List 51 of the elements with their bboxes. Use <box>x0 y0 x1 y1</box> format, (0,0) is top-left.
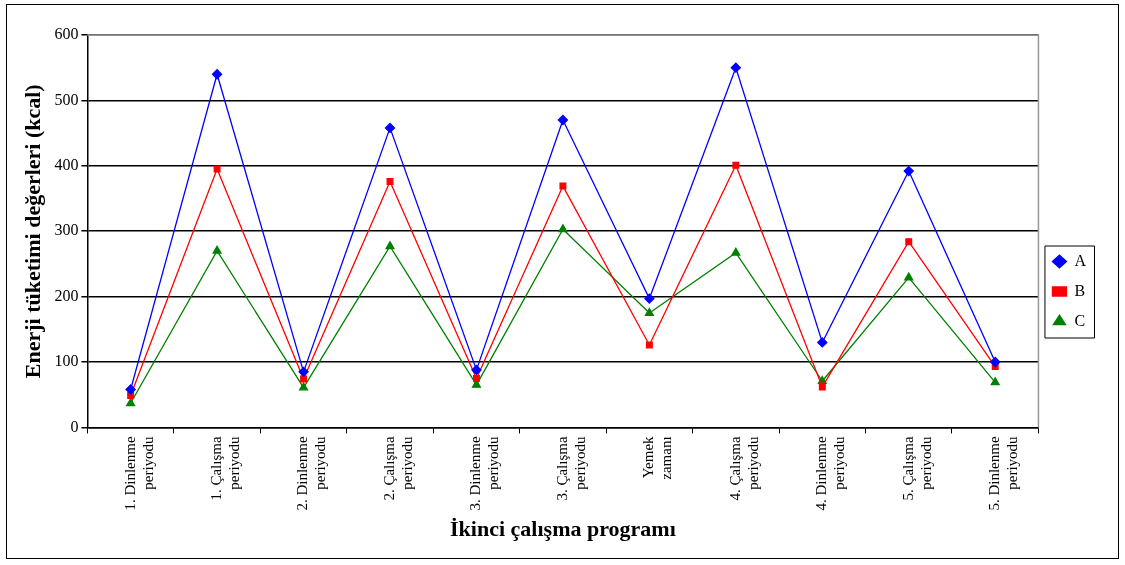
point <box>125 384 136 395</box>
y-tick-label: 500 <box>54 90 79 108</box>
point <box>299 382 309 391</box>
x-axis-title: İkinci çalışma programı <box>450 516 676 542</box>
point <box>211 69 223 80</box>
x-tick-label: 5. Çalışma periyodu <box>899 435 934 501</box>
point <box>213 165 221 173</box>
point <box>730 62 741 73</box>
point <box>732 161 740 169</box>
point <box>212 245 222 254</box>
x-tick-label: Yemek zamanı <box>640 435 675 480</box>
y-tick-label: 200 <box>54 286 79 304</box>
point <box>818 383 826 391</box>
point <box>126 398 136 407</box>
point <box>558 224 568 233</box>
point <box>903 165 914 177</box>
point <box>817 337 828 348</box>
point <box>645 341 653 349</box>
x-tick-label: 4. Dinlenme periyodu <box>813 435 848 511</box>
y-tick-label: 0 <box>70 417 79 435</box>
x-tick-label: 2. Dinlenme periyodu <box>294 435 329 511</box>
x-tick-label: 3. Çalışma periyodu <box>553 435 588 501</box>
point <box>559 182 567 190</box>
y-tick-label: 600 <box>54 25 79 43</box>
y-tick-label: 400 <box>54 156 79 174</box>
legend-label: C <box>1074 311 1086 329</box>
point <box>557 114 569 126</box>
point <box>471 364 482 376</box>
point <box>904 272 914 281</box>
point <box>300 375 308 383</box>
y-axis-title: Enerji tüketimi değerleri (kcal) <box>19 84 45 379</box>
legend-label: B <box>1074 281 1086 299</box>
point <box>905 238 913 246</box>
x-tick-label: 5. Dinlenme periyodu <box>986 435 1021 511</box>
point <box>385 241 395 250</box>
x-tick-label: 4. Çalışma periyodu <box>726 435 761 501</box>
point <box>472 374 480 382</box>
point <box>731 247 741 256</box>
point <box>644 293 655 304</box>
x-tick-label: 1. Çalışma periyodu <box>208 435 243 501</box>
point <box>990 377 1000 386</box>
legend-label: A <box>1074 251 1087 269</box>
x-tick-label: 1. Dinlenme periyodu <box>121 435 156 511</box>
point <box>644 307 654 316</box>
point <box>298 366 309 377</box>
x-tick-label: 2. Çalışma periyodu <box>380 435 415 501</box>
point <box>990 356 1001 368</box>
y-tick-label: 100 <box>54 352 79 370</box>
point <box>384 122 396 134</box>
y-tick-label: 300 <box>54 221 79 239</box>
x-tick-label: 3. Dinlenme periyodu <box>467 435 502 511</box>
